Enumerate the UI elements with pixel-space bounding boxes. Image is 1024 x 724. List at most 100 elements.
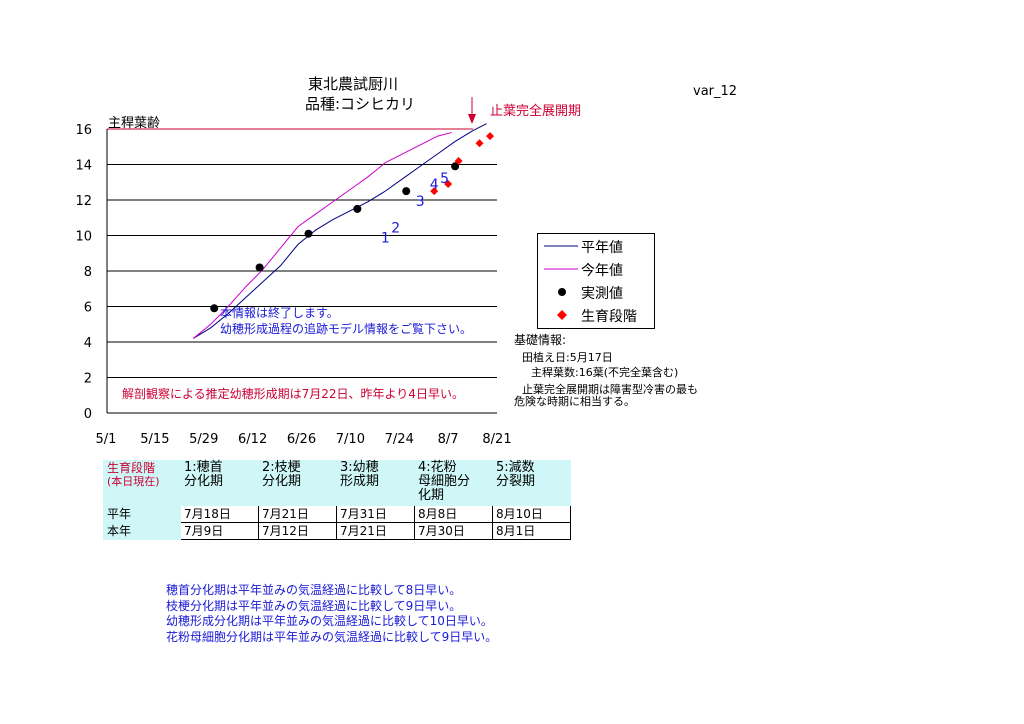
- table-cell: 7月12日: [258, 522, 337, 540]
- flag-leaf-label: 止葉完全展開期: [490, 104, 582, 119]
- growth-stage-table: 生育段階 (本日現在) 1:穂首 分化期 2:枝梗 分化期 3:幼穂 形成期 4…: [103, 460, 571, 540]
- basic-info-heading: 基礎情報:: [514, 333, 567, 347]
- growth-stage-point: [430, 187, 439, 196]
- measured-point: [402, 187, 411, 196]
- comparison-note: 枝梗分化期は平年並みの気温経過に比較して9日早い。: [166, 598, 462, 613]
- stage-number-label: 4: [430, 177, 439, 193]
- basic-info-planting: 田植え日:5月17日: [522, 351, 613, 364]
- stage-table-corner: 生育段階 (本日現在): [103, 460, 181, 506]
- stage-number-label: 1: [381, 230, 390, 246]
- y-axis-label: 主稈葉齢: [108, 116, 161, 131]
- table-cell: 8月1日: [492, 522, 571, 540]
- variant-label: var_12: [693, 84, 738, 99]
- legend-item-stage: 生育段階: [538, 304, 654, 326]
- x-tick-label: 5/15: [140, 432, 169, 447]
- legend-label-measured: 実測値: [581, 286, 623, 302]
- y-tick-label: 6: [84, 301, 92, 316]
- basic-info-note-1: 止葉完全展開期は障害型冷害の最も: [522, 383, 698, 396]
- measured-point: [353, 204, 362, 213]
- basic-info-note-2: 危険な時期に相当する。: [514, 395, 635, 408]
- legend-label-normal: 平年値: [581, 240, 623, 256]
- growth-stage-point: [475, 139, 484, 148]
- measured-point: [255, 263, 264, 272]
- legend-line-icon: [544, 245, 578, 247]
- stage-header-3: 3:幼穂 形成期: [336, 460, 415, 506]
- stage-header-text: 分化期: [262, 474, 302, 489]
- table-cell: 7月31日: [336, 505, 415, 523]
- annotation-model-info: 幼穂形成過程の追跡モデル情報をご覧下さい。: [220, 322, 473, 336]
- table-cell: 7月21日: [258, 505, 337, 523]
- flag-leaf-arrow-head: [468, 114, 476, 124]
- y-tick-label: 2: [84, 372, 92, 387]
- stage-header-text: 2:枝梗: [262, 460, 301, 475]
- comparison-notes: 穂首分化期は平年並みの気温経過に比較して8日早い。 枝梗分化期は平年並みの気温経…: [166, 583, 497, 645]
- row-label: 平年: [103, 505, 181, 523]
- legend-diamond-icon: [557, 310, 567, 320]
- measured-point: [304, 229, 313, 238]
- comparison-note: 幼穂形成分化期は平年並みの気温経過に比較して10日早い。: [166, 614, 493, 628]
- table-cell: 7月30日: [414, 522, 493, 540]
- y-tick-label: 12: [75, 194, 92, 209]
- stage-header-text: 1:穂首: [184, 460, 223, 475]
- chart-legend: 平年値 今年値 実測値 生育段階: [537, 233, 655, 329]
- x-tick-label: 7/24: [385, 432, 414, 447]
- x-tick-label: 8/21: [482, 432, 511, 447]
- measured-point: [210, 304, 219, 313]
- legend-circle-icon: [558, 288, 566, 296]
- row-label: 本年: [103, 522, 181, 540]
- current-year-line: [192, 132, 452, 339]
- stage-header-text: 形成期: [340, 474, 380, 489]
- stage-header-text: 5:減数: [496, 460, 535, 475]
- stage-number-label: 2: [391, 221, 400, 237]
- x-tick-label: 5/29: [189, 432, 218, 447]
- x-tick-label: 6/12: [238, 432, 267, 447]
- y-tick-label: 0: [84, 407, 92, 422]
- stage-header-text: 3:幼穂: [340, 460, 379, 475]
- y-tick-label: 4: [84, 336, 92, 351]
- legend-item-current: 今年値: [538, 258, 654, 280]
- stage-header-text: 母細胞分: [418, 474, 471, 489]
- growth-stage-point: [486, 132, 495, 141]
- stage-header-text: 分化期: [184, 474, 224, 489]
- stage-header-text: 4:花粉: [418, 460, 457, 475]
- stage-number-label: 5: [440, 171, 449, 187]
- table-cell: 8月10日: [492, 505, 571, 523]
- stage-header-1: 1:穂首 分化期: [180, 460, 259, 506]
- stage-header-5: 5:減数 分裂期: [492, 460, 571, 506]
- legend-label-stage: 生育段階: [581, 309, 637, 325]
- stage-table-row-current: 本年 7月9日 7月12日 7月21日 7月30日 8月1日: [103, 522, 571, 540]
- legend-label-current: 今年値: [581, 263, 623, 279]
- legend-item-measured: 実測値: [538, 281, 654, 303]
- stage-header-2: 2:枝梗 分化期: [258, 460, 337, 506]
- table-cell: 8月8日: [414, 505, 493, 523]
- y-tick-label: 10: [75, 230, 92, 245]
- x-tick-label: 7/10: [336, 432, 365, 447]
- stage-table-row-normal: 平年 7月18日 7月21日 7月31日 8月8日 8月10日: [103, 505, 571, 523]
- y-tick-label: 14: [75, 159, 92, 174]
- stage-table-header-row: 生育段階 (本日現在) 1:穂首 分化期 2:枝梗 分化期 3:幼穂 形成期 4…: [103, 460, 571, 506]
- legend-item-normal: 平年値: [538, 235, 654, 257]
- legend-line-icon: [544, 268, 578, 270]
- table-cell: 7月9日: [180, 522, 259, 540]
- chart-title-variety: 品種:コシヒカリ: [305, 95, 416, 113]
- annotation-panicle-estimate: 解剖観察による推定幼穂形成期は7月22日、昨年より4日早い。: [122, 387, 464, 401]
- comparison-note: 花粉母細胞分化期は平年並みの気温経過に比較して9日早い。: [166, 629, 498, 644]
- stage-label: 生育段階: [107, 461, 156, 475]
- y-tick-label: 8: [84, 265, 92, 280]
- stage-header-text: 分裂期: [496, 474, 536, 489]
- comparison-note: 穂首分化期は平年並みの気温経過に比較して8日早い。: [166, 583, 462, 597]
- stage-label-today: (本日現在): [107, 475, 160, 488]
- growth-stage-point: [454, 156, 463, 165]
- y-tick-label: 16: [75, 123, 92, 138]
- chart-title-station: 東北農試厨川: [308, 75, 399, 93]
- x-tick-label: 8/7: [438, 432, 459, 447]
- x-tick-label: 6/26: [287, 432, 316, 447]
- growth-stage-point: [444, 180, 453, 189]
- annotation-end-notice: 本情報は終了します。: [220, 306, 339, 320]
- measured-point: [451, 162, 460, 171]
- table-cell: 7月21日: [336, 522, 415, 540]
- x-tick-label: 5/1: [96, 432, 117, 447]
- stage-header-text: 化期: [418, 488, 445, 503]
- stage-header-4: 4:花粉 母細胞分 化期: [414, 460, 493, 506]
